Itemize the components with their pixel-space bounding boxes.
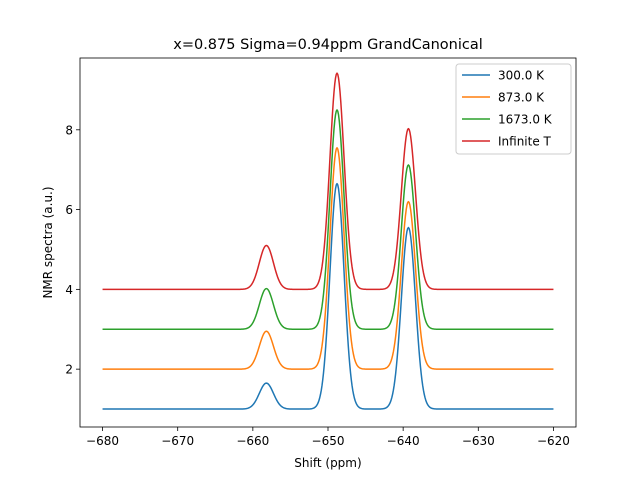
x-tick-label: −630 [462,434,495,448]
x-tick-label: −670 [161,434,194,448]
series-line-4 [102,72,554,291]
x-axis-label: Shift (ppm) [294,456,361,470]
y-tick-label: 8 [65,123,73,137]
legend-label-3: 1673.0 K [498,113,553,127]
series-line-1 [102,182,554,410]
legend-label-4: Infinite T [498,135,552,149]
y-tick-label: 2 [65,363,73,377]
x-tick-label: −620 [537,434,570,448]
x-tick-label: −640 [387,434,420,448]
x-axis: −680 −670 −660 −650 −640 −630 −620 [86,427,570,448]
plot-lines [102,72,554,410]
chart-title: x=0.875 Sigma=0.94ppm GrandCanonical [173,37,483,53]
y-axis-label: NMR spectra (a.u.) [41,186,55,298]
x-tick-label: −680 [86,434,119,448]
x-tick-label: −660 [236,434,269,448]
legend-box [455,63,572,155]
y-axis: 2 4 6 8 [65,123,80,377]
legend-label-1: 300.0 K [498,69,545,83]
series-line-3 [102,109,554,331]
y-tick-label: 4 [65,283,73,297]
legend: 300.0 K 873.0 K 1673.0 K Infinite T [455,63,572,155]
series-line-2 [102,147,554,370]
legend-label-2: 873.0 K [498,91,545,105]
x-tick-label: −650 [312,434,345,448]
y-tick-label: 6 [65,203,73,217]
